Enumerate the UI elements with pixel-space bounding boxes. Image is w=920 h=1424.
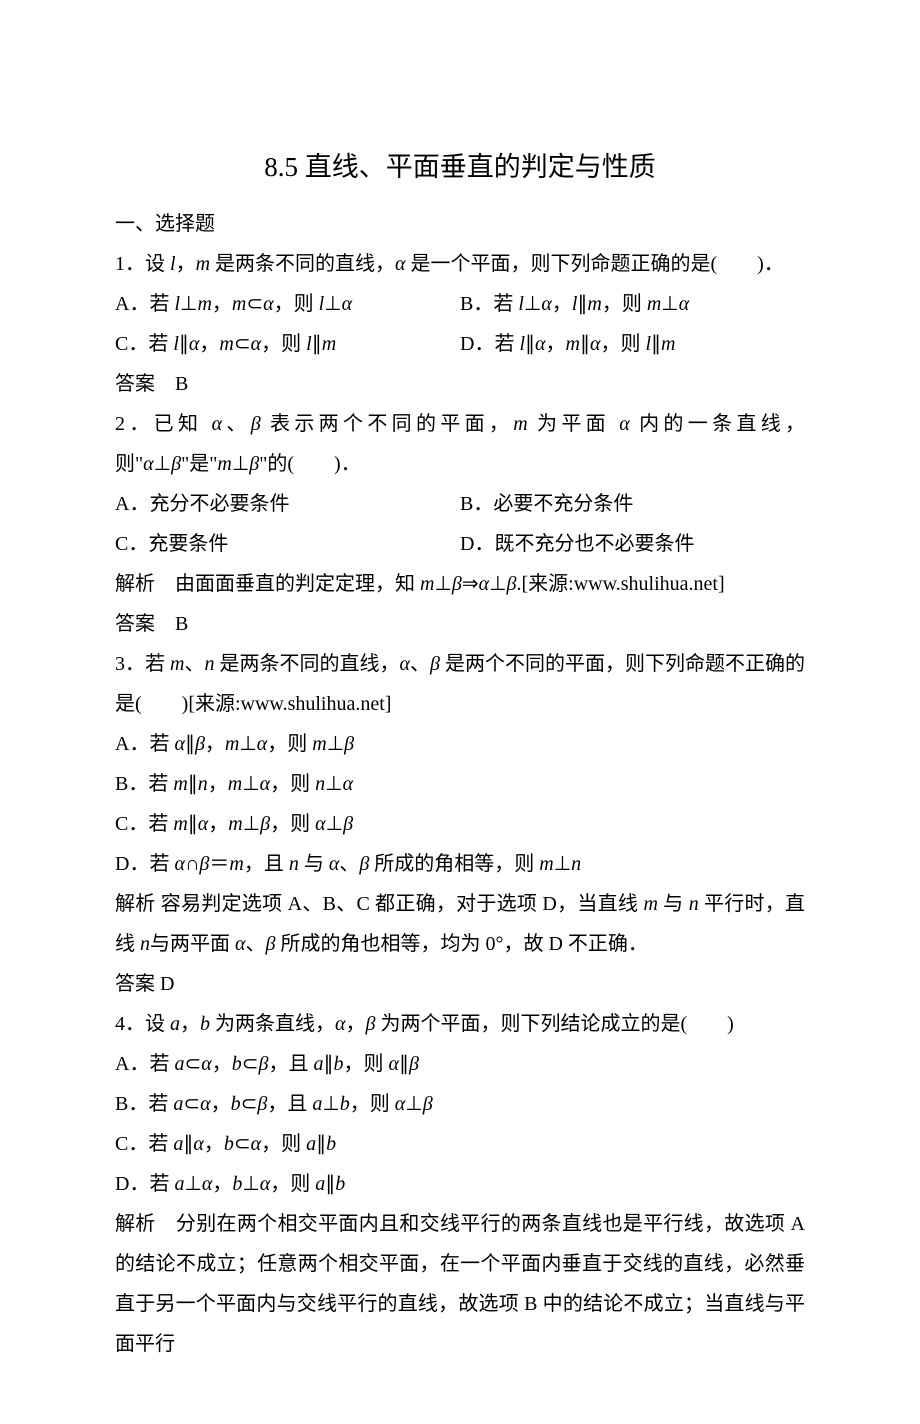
question-4-option-b: B．若 a⊂α，b⊂β，且 a⊥b，则 α⊥β bbox=[115, 1084, 805, 1124]
section-header: 一、选择题 bbox=[115, 204, 805, 244]
question-3-option-a: A．若 α∥β，m⊥α，则 m⊥β bbox=[115, 724, 805, 764]
question-4-option-d: D．若 a⊥α，b⊥α，则 a∥b bbox=[115, 1164, 805, 1204]
document-title: 8.5 直线、平面垂直的判定与性质 bbox=[115, 140, 805, 194]
question-4-analysis: 解析 分别在两个相交平面内且和交线平行的两条直线也是平行线，故选项 A 的结论不… bbox=[115, 1204, 805, 1364]
question-3-option-d: D．若 α∩β＝m，且 n 与 α、β 所成的角相等，则 m⊥n bbox=[115, 844, 805, 884]
question-1: 1．设 l，m 是两条不同的直线，α 是一个平面，则下列命题正确的是( )． A… bbox=[115, 244, 805, 404]
question-3: 3．若 m、n 是两条不同的直线，α、β 是两个不同的平面，则下列命题不正确的是… bbox=[115, 644, 805, 1004]
question-4: 4．设 a，b 为两条直线，α，β 为两个平面，则下列结论成立的是( ) A．若… bbox=[115, 1004, 805, 1364]
question-1-option-d: D．若 l∥α，m∥α，则 l∥m bbox=[460, 324, 805, 364]
question-1-options-row-1: A．若 l⊥m，m⊂α，则 l⊥α B．若 l⊥α，l∥m，则 m⊥α bbox=[115, 284, 805, 324]
question-2-options-row-2: C．充要条件 D．既不充分也不必要条件 bbox=[115, 524, 805, 564]
question-1-option-a: A．若 l⊥m，m⊂α，则 l⊥α bbox=[115, 284, 460, 324]
question-2: 2．已知 α、β 表示两个不同的平面，m 为平面 α 内的一条直线，则"α⊥β"… bbox=[115, 404, 805, 644]
question-2-option-c: C．充要条件 bbox=[115, 524, 460, 564]
question-3-answer: 答案 D bbox=[115, 964, 805, 1004]
question-2-answer: 答案 B bbox=[115, 604, 805, 644]
question-4-option-c: C．若 a∥α，b⊂α，则 a∥b bbox=[115, 1124, 805, 1164]
question-1-options-row-2: C．若 l∥α，m⊂α，则 l∥m D．若 l∥α，m∥α，则 l∥m bbox=[115, 324, 805, 364]
question-3-stem: 3．若 m、n 是两条不同的直线，α、β 是两个不同的平面，则下列命题不正确的是… bbox=[115, 644, 805, 724]
question-2-options-row-1: A．充分不必要条件 B．必要不充分条件 bbox=[115, 484, 805, 524]
question-3-analysis: 解析 容易判定选项 A、B、C 都正确，对于选项 D，当直线 m 与 n 平行时… bbox=[115, 884, 805, 964]
question-3-option-c: C．若 m∥α，m⊥β，则 α⊥β bbox=[115, 804, 805, 844]
question-2-analysis: 解析 由面面垂直的判定定理，知 m⊥β⇒α⊥β.[来源:www.shulihua… bbox=[115, 564, 805, 604]
question-2-stem: 2．已知 α、β 表示两个不同的平面，m 为平面 α 内的一条直线，则"α⊥β"… bbox=[115, 404, 805, 484]
question-1-stem: 1．设 l，m 是两条不同的直线，α 是一个平面，则下列命题正确的是( )． bbox=[115, 244, 805, 284]
question-1-option-b: B．若 l⊥α，l∥m，则 m⊥α bbox=[460, 284, 805, 324]
question-4-option-a: A．若 a⊂α，b⊂β，且 a∥b，则 α∥β bbox=[115, 1044, 805, 1084]
question-3-option-b: B．若 m∥n，m⊥α，则 n⊥α bbox=[115, 764, 805, 804]
question-2-option-d: D．既不充分也不必要条件 bbox=[460, 524, 805, 564]
question-2-option-b: B．必要不充分条件 bbox=[460, 484, 805, 524]
question-1-answer: 答案 B bbox=[115, 364, 805, 404]
question-2-option-a: A．充分不必要条件 bbox=[115, 484, 460, 524]
question-4-stem: 4．设 a，b 为两条直线，α，β 为两个平面，则下列结论成立的是( ) bbox=[115, 1004, 805, 1044]
question-1-option-c: C．若 l∥α，m⊂α，则 l∥m bbox=[115, 324, 460, 364]
